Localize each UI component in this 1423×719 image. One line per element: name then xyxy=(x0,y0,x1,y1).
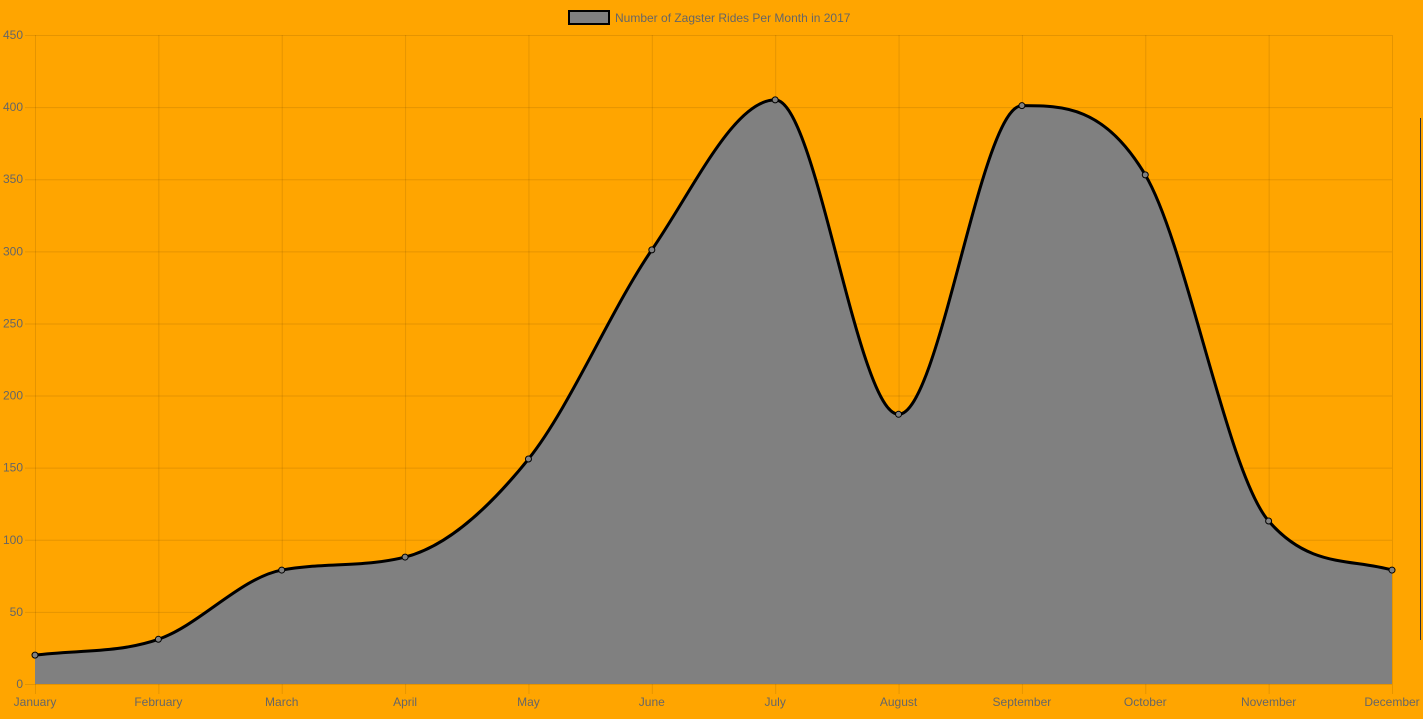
x-tick-label: February xyxy=(134,695,182,709)
data-point-may[interactable] xyxy=(524,455,532,463)
x-tick-label: June xyxy=(639,695,665,709)
x-tick-label: January xyxy=(14,695,57,709)
legend-label[interactable]: Number of Zagster Rides Per Month in 201… xyxy=(615,11,851,25)
data-point-february[interactable] xyxy=(154,635,162,643)
y-tick-label: 350 xyxy=(3,172,23,186)
point-layer xyxy=(31,96,1396,659)
x-tick-label: September xyxy=(993,695,1052,709)
x-tick-label: July xyxy=(765,695,786,709)
data-point-july[interactable] xyxy=(771,96,779,104)
x-tick-label: October xyxy=(1124,695,1167,709)
legend-swatch[interactable] xyxy=(568,10,610,25)
y-tick-label: 250 xyxy=(3,316,23,330)
x-tick-label: May xyxy=(517,695,540,709)
right-edge-divider xyxy=(1420,118,1421,640)
x-tick-label: March xyxy=(265,695,298,709)
y-tick-label: 100 xyxy=(3,533,23,547)
axis-layer: 0 50 100 150 200 250 300 350 400 450 January Februa… xyxy=(3,28,1420,709)
data-point-april[interactable] xyxy=(401,553,409,561)
y-tick-label: 200 xyxy=(3,389,23,403)
data-point-june[interactable] xyxy=(648,246,656,254)
data-point-august[interactable] xyxy=(895,410,903,418)
data-point-november[interactable] xyxy=(1265,517,1273,525)
y-tick-label: 0 xyxy=(16,677,23,691)
x-tick-label: November xyxy=(1241,695,1296,709)
data-point-october[interactable] xyxy=(1141,171,1149,179)
y-tick-label: 450 xyxy=(3,28,23,42)
x-tick-label: December xyxy=(1364,695,1419,709)
data-point-march[interactable] xyxy=(278,566,286,574)
y-tick-label: 300 xyxy=(3,244,23,258)
y-tick-label: 400 xyxy=(3,100,23,114)
series-area-fill xyxy=(35,99,1392,684)
legend[interactable]: Number of Zagster Rides Per Month in 201… xyxy=(568,10,851,25)
y-tick-label: 50 xyxy=(10,605,24,619)
x-tick-label: April xyxy=(393,695,417,709)
data-point-december[interactable] xyxy=(1388,566,1396,574)
y-tick-label: 150 xyxy=(3,461,23,475)
data-point-september[interactable] xyxy=(1018,102,1026,110)
x-tick-label: August xyxy=(880,695,918,709)
area-layer xyxy=(34,98,1393,684)
data-point-january[interactable] xyxy=(31,651,39,659)
